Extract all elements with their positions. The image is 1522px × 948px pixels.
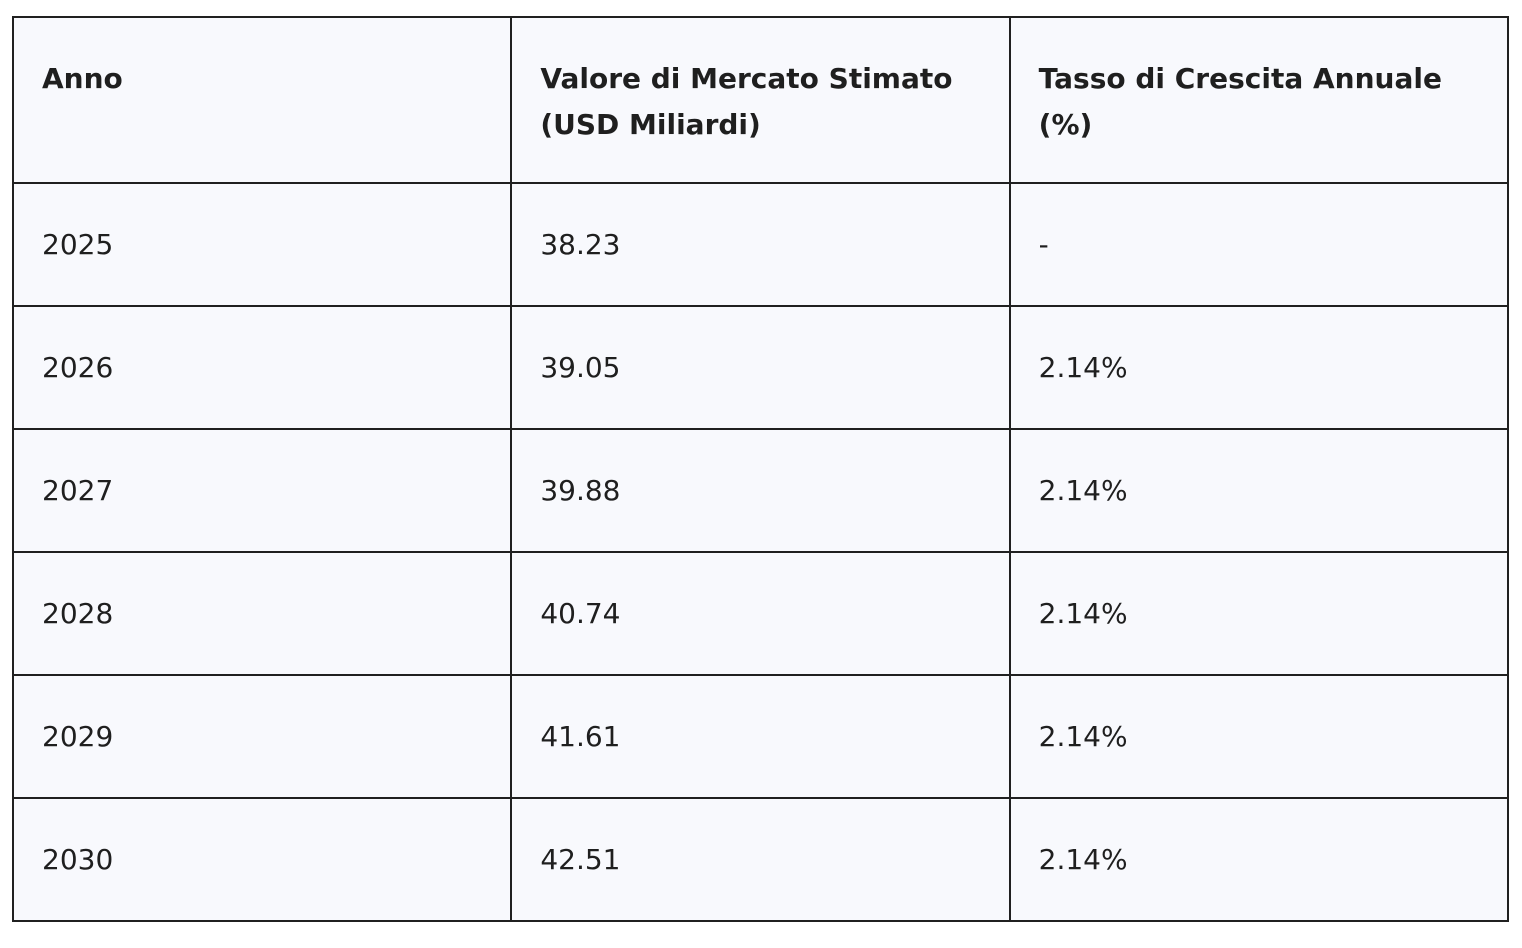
table-cell: 39.88	[510, 428, 1011, 553]
table-cell: 2030	[11, 797, 513, 922]
table-cell: 38.23	[510, 182, 1011, 307]
header-cell: Valore di Mercato Stimato (USD Miliardi)	[510, 16, 1011, 184]
table-cell: 2026	[11, 305, 513, 430]
table-body: 2025 38.23-2026 39.05 2.14% 2027 39.88 2.14% 20…	[11, 182, 1510, 922]
table-cell: 41.61	[510, 674, 1011, 799]
table-cell: 2.14%	[1008, 674, 1510, 799]
header-cell: Tasso di Crescita Annuale (%)	[1008, 16, 1510, 184]
table-cell: 2029	[11, 674, 513, 799]
table-cell: 2.14%	[1008, 551, 1510, 676]
header-cell: Anno	[11, 16, 513, 184]
table-row: 2025 38.23-	[11, 182, 1510, 307]
table-cell: 39.05	[510, 305, 1011, 430]
table-cell: 40.74	[510, 551, 1011, 676]
header-row: Anno Valore di Mercato Stimato (USD Milia…	[11, 16, 1510, 184]
table-row: 2028 40.74 2.14%	[11, 551, 1510, 676]
table-cell: 2.14%	[1008, 428, 1510, 553]
table-cell: 2027	[11, 428, 513, 553]
table-row: 2026 39.05 2.14%	[11, 305, 1510, 430]
market-table: Anno Valore di Mercato Stimato (USD Milia…	[11, 16, 1510, 922]
table-row: 2027 39.88 2.14%	[11, 428, 1510, 553]
table-head: Anno Valore di Mercato Stimato (USD Milia…	[11, 16, 1510, 184]
table-row: 2029 41.61 2.14%	[11, 674, 1510, 799]
table-cell: 2025	[11, 182, 513, 307]
table-cell: -	[1008, 182, 1510, 307]
table-cell: 2.14%	[1008, 797, 1510, 922]
table-cell: 42.51	[510, 797, 1011, 922]
table-row: 2030 42.51 2.14%	[11, 797, 1510, 922]
table-cell: 2028	[11, 551, 513, 676]
table-cell: 2.14%	[1008, 305, 1510, 430]
